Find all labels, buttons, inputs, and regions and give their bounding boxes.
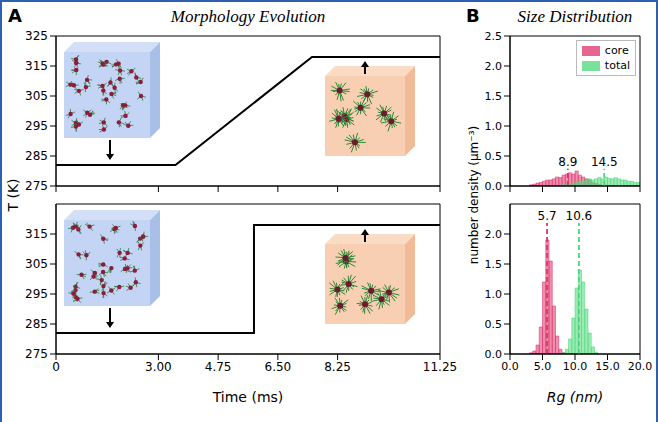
svg-text:B: B (466, 5, 480, 26)
svg-text:3.00: 3.00 (145, 360, 172, 374)
svg-text:5.0: 5.0 (534, 360, 552, 373)
svg-text:305: 305 (25, 89, 48, 103)
svg-text:10.0: 10.0 (563, 360, 588, 373)
svg-text:1.0: 1.0 (485, 120, 503, 133)
svg-text:0.0: 0.0 (501, 360, 519, 373)
svg-text:Morphology Evolution: Morphology Evolution (170, 7, 325, 26)
svg-text:4.75: 4.75 (205, 360, 232, 374)
html-text:core: core (604, 44, 629, 57)
svg-text:6.50: 6.50 (265, 360, 292, 374)
svg-text:14.5: 14.5 (591, 155, 618, 169)
svg-text:A: A (8, 5, 22, 26)
svg-text:2.5: 2.5 (485, 30, 503, 43)
html-text:total: total (604, 59, 630, 72)
svg-text:0.5: 0.5 (485, 150, 503, 163)
svg-text:15.0: 15.0 (595, 360, 620, 373)
svg-text:0.0: 0.0 (485, 180, 503, 192)
svg-text:285: 285 (25, 317, 48, 331)
svg-text:20.0: 20.0 (628, 360, 653, 373)
svg-text:5.7: 5.7 (538, 209, 557, 223)
svg-text:325: 325 (25, 29, 48, 43)
svg-text:Size Distribution: Size Distribution (518, 7, 633, 26)
svg-text:T (K): T (K) (5, 178, 21, 212)
svg-text:315: 315 (25, 227, 48, 241)
svg-text:315: 315 (25, 59, 48, 73)
svg-text:0.5: 0.5 (485, 318, 503, 331)
svg-text:8.25: 8.25 (324, 360, 351, 374)
svg-text:10.6: 10.6 (566, 209, 593, 223)
svg-text:295: 295 (25, 287, 48, 301)
svg-text:2.0: 2.0 (485, 60, 503, 73)
svg-text:0.0: 0.0 (485, 348, 503, 361)
svg-text:2.0: 2.0 (485, 228, 503, 241)
svg-text:0: 0 (52, 360, 60, 374)
svg-text:number density (μm⁻³): number density (μm⁻³) (467, 126, 481, 264)
svg-text:1.5: 1.5 (485, 90, 503, 103)
svg-text:11.25: 11.25 (423, 360, 457, 374)
svg-text:1.0: 1.0 (485, 288, 503, 301)
svg-text:Time (ms): Time (ms) (212, 389, 284, 405)
svg-text:285: 285 (25, 149, 48, 163)
svg-text:1.5: 1.5 (485, 258, 503, 271)
svg-text:275: 275 (25, 347, 48, 361)
svg-text:305: 305 (25, 257, 48, 271)
svg-text:275: 275 (25, 179, 48, 192)
svg-text:8.9: 8.9 (558, 155, 577, 169)
svg-text:295: 295 (25, 119, 48, 133)
svg-text:Rg (nm): Rg (nm) (547, 389, 604, 405)
